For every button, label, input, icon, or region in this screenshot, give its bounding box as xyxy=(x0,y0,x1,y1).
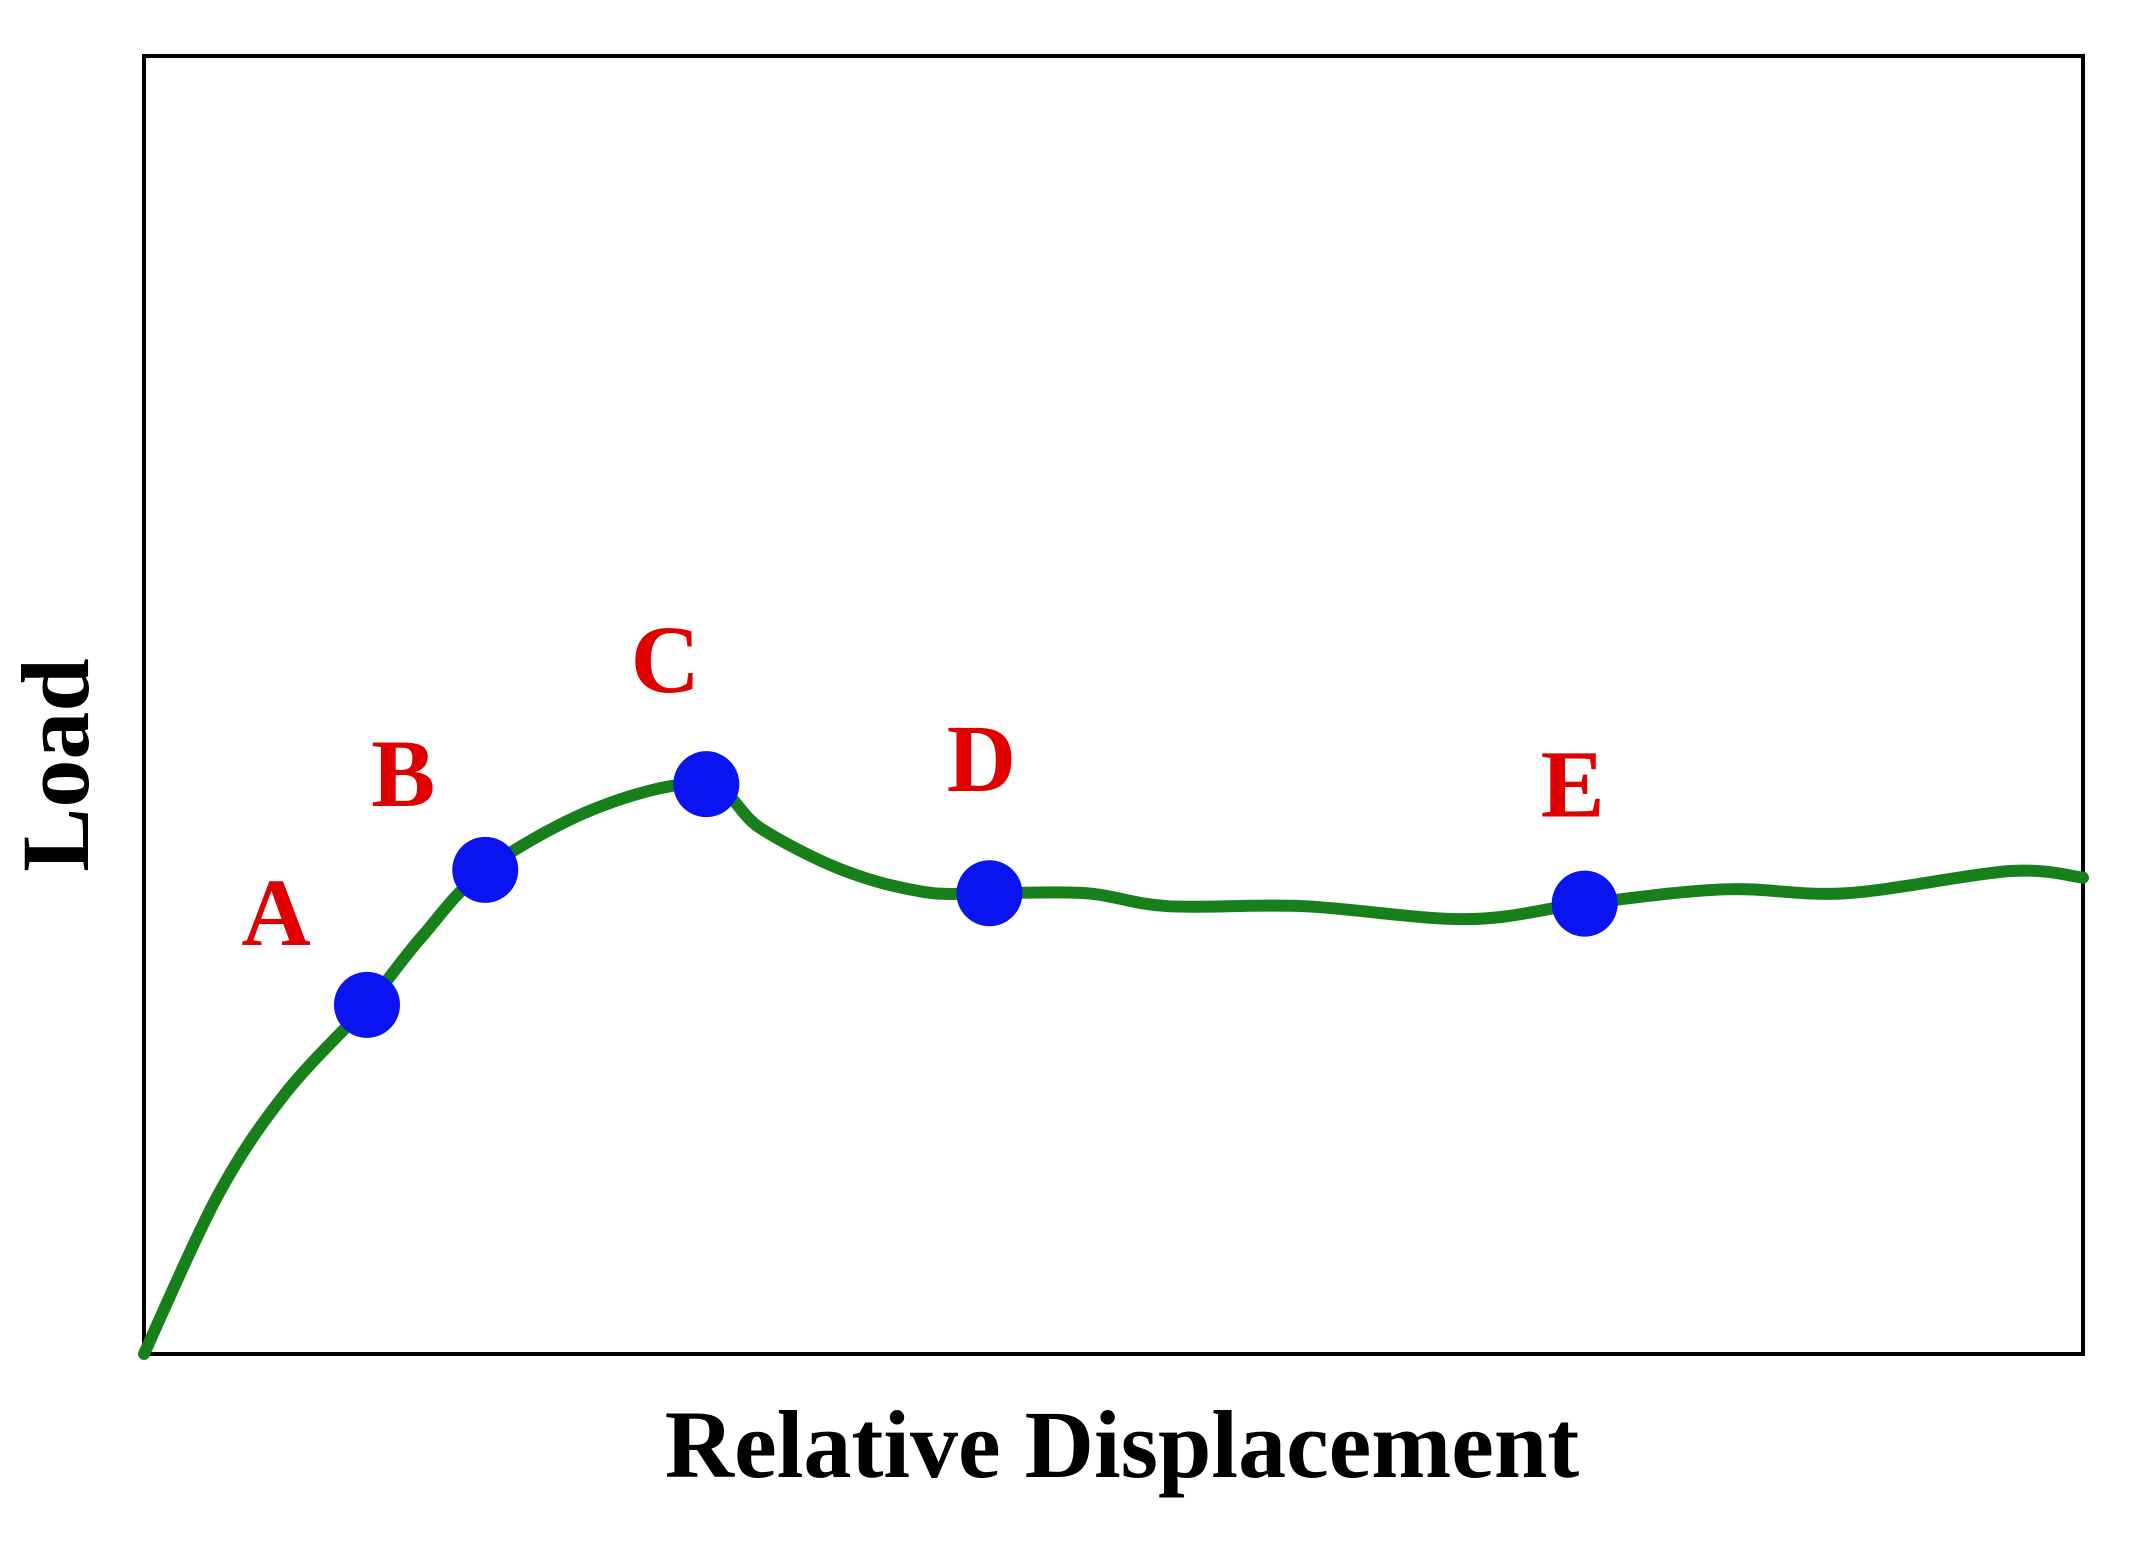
point xyxy=(452,836,519,903)
curve xyxy=(138,777,2089,1360)
y-axis-label: Load xyxy=(2,658,109,871)
point xyxy=(956,860,1023,927)
point-label: D xyxy=(947,705,1016,812)
point-label: E xyxy=(1541,731,1605,838)
point xyxy=(1551,870,1618,937)
point xyxy=(673,751,740,818)
x-axis-label: Relative Displacement xyxy=(665,1391,1579,1498)
point xyxy=(333,971,400,1038)
point-label: C xyxy=(631,606,700,713)
point-label: B xyxy=(371,720,435,827)
point-label: A xyxy=(241,859,310,966)
plot-frame xyxy=(142,54,2085,1356)
